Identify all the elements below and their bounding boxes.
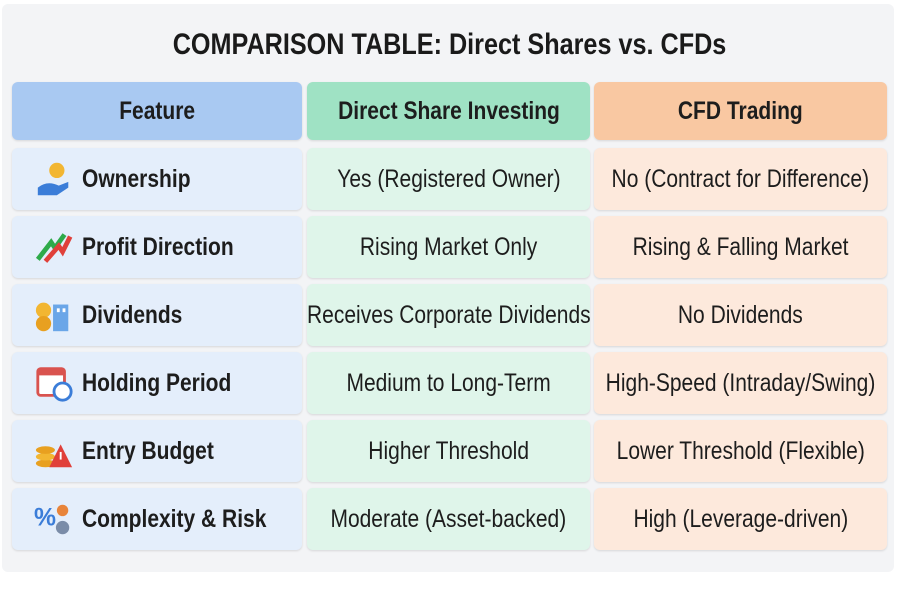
row-icon [35,444,73,468]
row-icon [35,233,73,263]
cell-text: Higher Threshold [368,436,529,465]
cell-text: Entry Budget [82,436,214,465]
row-icon: % [34,505,70,535]
svg-text:%: % [34,505,56,532]
table-cell: Holding Period [12,352,302,414]
header-cell: CFD Trading [594,82,887,140]
cell-text: CFD Trading [678,96,803,125]
table-cell: Medium to Long-Term [307,352,590,414]
row-icon [35,302,69,332]
table-cell: No (Contract for Difference) [594,148,887,210]
cell-text: No (Contract for Difference) [611,164,870,193]
cell-text: Rising Market Only [359,232,538,261]
table-cell: Ownership [12,148,302,210]
row-icon [36,367,73,402]
table-cell: Rising Market Only [307,216,590,278]
table-cell: Yes (Registered Owner) [307,148,590,210]
cell-text: Yes (Registered Owner) [336,164,561,193]
cell-text: Lower Threshold (Flexible) [616,436,865,465]
row-icon [37,162,69,196]
cell-text: Direct Share Investing [337,96,560,125]
table-cell: Complexity & Risk% [12,488,302,550]
table-cell: High-Speed (Intraday/Swing) [594,352,887,414]
table-cell: Receives Corporate Dividends [307,284,590,346]
cell-text: High-Speed (Intraday/Swing) [605,368,876,397]
table-cell: High (Leverage-driven) [594,488,887,550]
cell-text: Receives Corporate Dividends [306,300,591,329]
cell-text: Ownership [82,164,191,193]
cell-text: Complexity & Risk [82,504,267,533]
table-cell: Higher Threshold [307,420,590,482]
table-cell: Rising & Falling Market [594,216,887,278]
table-cell: Lower Threshold (Flexible) [594,420,887,482]
table-cell: Dividends [12,284,302,346]
header-cell: Direct Share Investing [307,82,590,140]
header-cell: Feature [12,82,302,140]
table-cell: Moderate (Asset-backed) [307,488,590,550]
table-cell: No Dividends [594,284,887,346]
cell-text: Feature [119,96,195,125]
cell-text: Rising & Falling Market [632,232,849,261]
cell-text: Profit Direction [82,232,234,261]
cell-text: Medium to Long-Term [346,368,551,397]
cell-text: Moderate (Asset-backed) [330,504,567,533]
title-text: COMPARISON TABLE: Direct Shares vs. CFDs [173,28,727,61]
cell-text: No Dividends [678,300,803,329]
cell-text: Dividends [82,300,183,329]
table-cell: Profit Direction [12,216,302,278]
title: COMPARISON TABLE: Direct Shares vs. CFDs [0,28,900,62]
table-cell: Entry Budget [12,420,302,482]
cell-text: Holding Period [82,368,232,397]
cell-text: High (Leverage-driven) [633,504,848,533]
